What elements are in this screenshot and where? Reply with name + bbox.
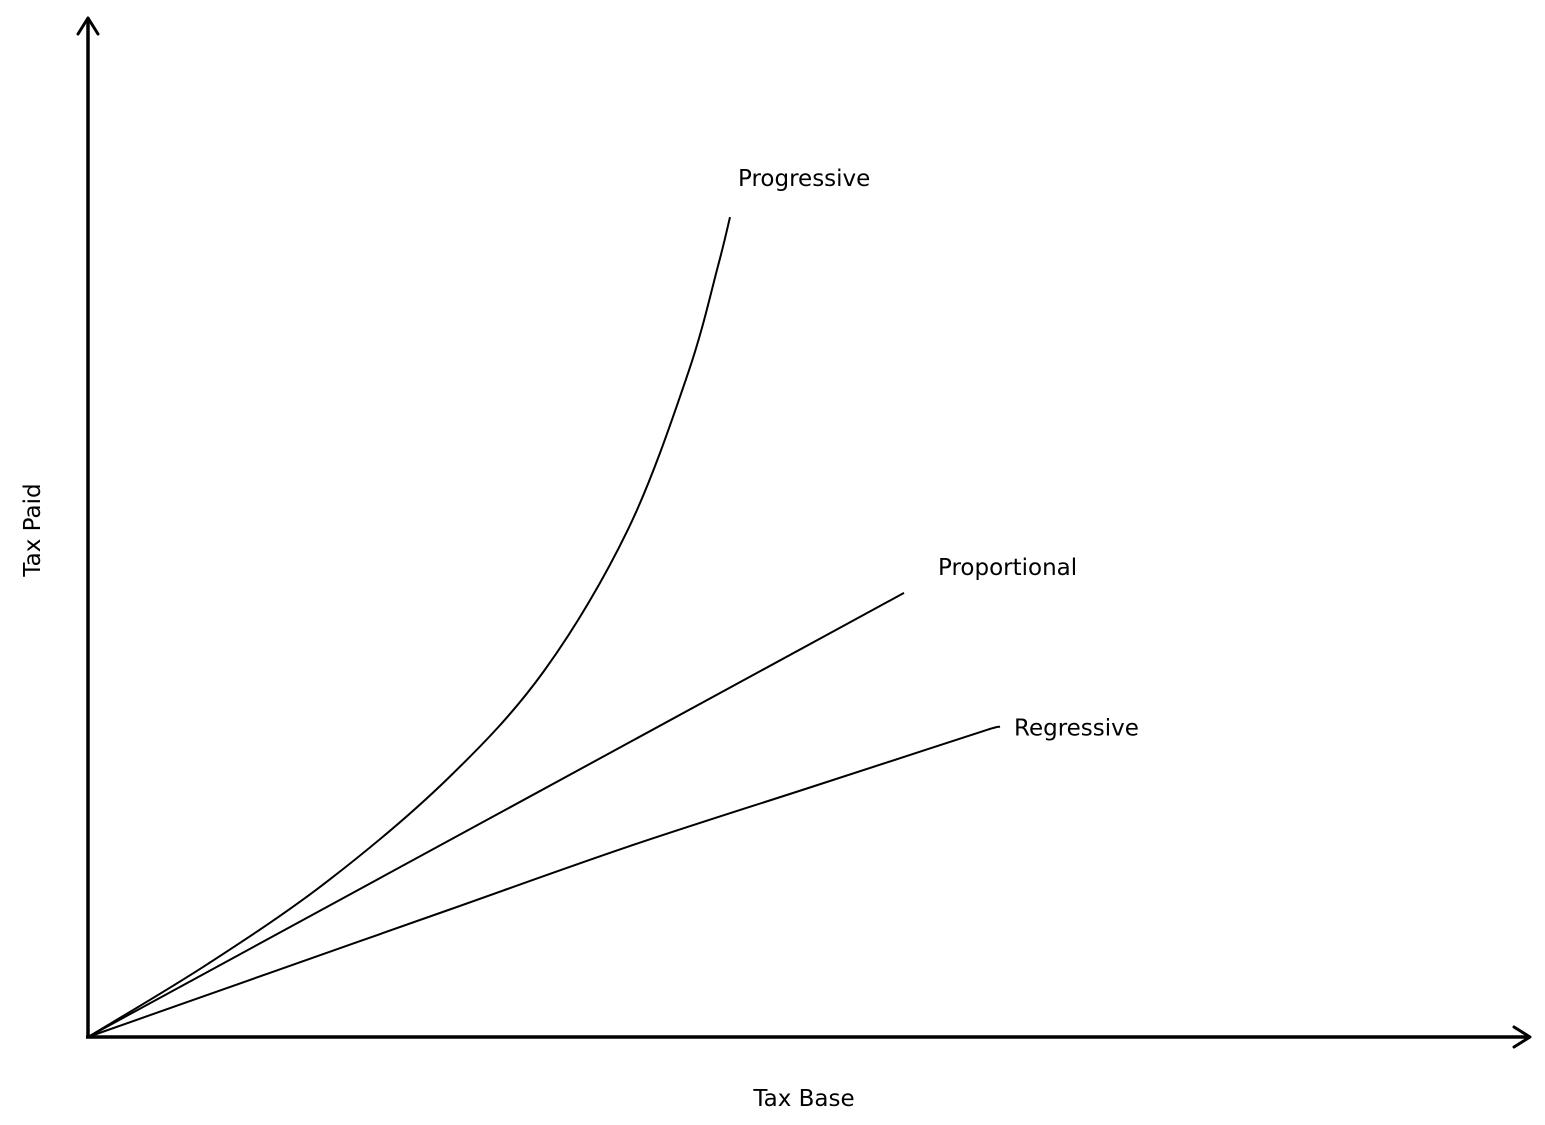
series-label-progressive: Progressive	[738, 166, 870, 192]
y-axis-label: Tax Paid	[20, 483, 46, 577]
series-line-regressive	[87, 725, 1001, 1038]
series-label-proportional: Proportional	[938, 555, 1077, 581]
series-line-proportional	[87, 592, 905, 1038]
y-axis-arrow	[76, 16, 100, 36]
x-axis-label: Tax Base	[752, 1086, 854, 1112]
series-layer	[87, 216, 1001, 1038]
series-label-layer: Progressive Proportional Regressive	[738, 166, 1139, 741]
series-line-progressive	[87, 216, 731, 1038]
axes	[76, 16, 1532, 1049]
series-label-regressive: Regressive	[1014, 716, 1139, 742]
x-axis-arrow	[1512, 1025, 1532, 1049]
